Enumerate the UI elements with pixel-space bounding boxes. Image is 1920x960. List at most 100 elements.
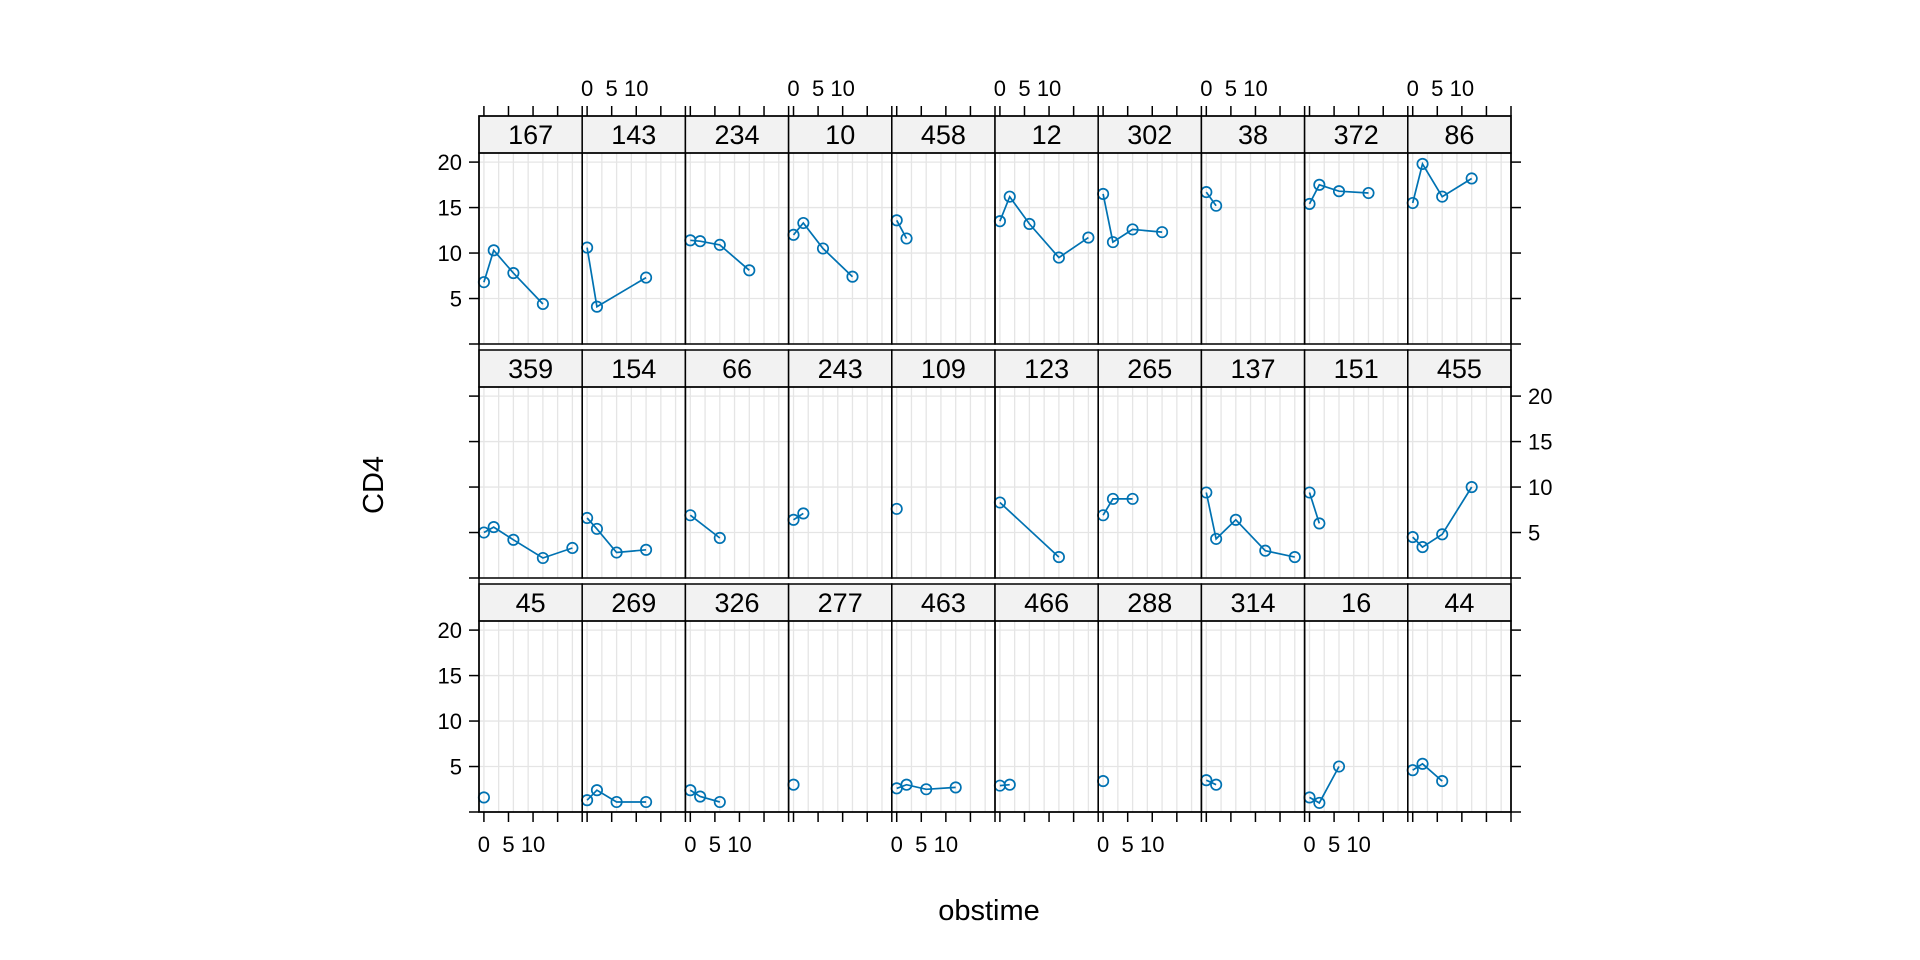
panel-strip-label: 12: [1032, 120, 1062, 150]
x-tick-label-bottom: 5: [1328, 832, 1340, 857]
data-point: [949, 781, 962, 794]
data-point: [590, 300, 603, 313]
data-point: [1210, 778, 1223, 791]
data-point: [487, 244, 500, 257]
data-point: [536, 551, 549, 565]
series-line: [895, 219, 908, 239]
data-point: [1052, 251, 1065, 264]
data-point: [694, 235, 707, 248]
series-line: [792, 221, 854, 278]
y-tick-label-left: 10: [438, 709, 462, 734]
panel-strip-label: 45: [516, 588, 546, 618]
panel-border: [994, 386, 1099, 579]
series-line: [999, 501, 1060, 558]
y-tick-label-left: 20: [438, 150, 462, 175]
panel-strip-label: 243: [818, 354, 863, 384]
x-tick-label-top: 0: [1200, 76, 1212, 101]
panel-strip-label: 288: [1127, 588, 1172, 618]
data-point: [590, 522, 603, 535]
panel-strip-label: 86: [1444, 120, 1474, 150]
panel-strip-label: 326: [714, 588, 759, 618]
y-tick-label-left: 10: [438, 241, 462, 266]
panel-strip-label: 154: [611, 354, 656, 384]
panel-border: [684, 620, 790, 813]
data-point: [1332, 185, 1346, 198]
panel-strip-label: 455: [1437, 354, 1482, 384]
data-point: [797, 216, 810, 230]
data-point: [610, 795, 623, 809]
data-point: [566, 541, 579, 555]
data-point: [1126, 492, 1139, 505]
panel-strip: [1200, 349, 1306, 388]
panel-border: [787, 620, 893, 813]
panel-border: [581, 386, 687, 579]
series-line: [586, 247, 647, 309]
x-tick-label-bottom: 0: [684, 832, 696, 857]
series-line: [1411, 161, 1473, 204]
series-line: [586, 789, 647, 803]
x-tick-label-top: 5: [812, 76, 824, 101]
data-point: [797, 507, 810, 520]
series-line: [1102, 193, 1163, 244]
series-line: [1308, 183, 1369, 205]
panel-border: [787, 152, 893, 345]
panel-border: [1200, 152, 1306, 345]
x-tick-label-bottom: 10: [1346, 832, 1370, 857]
data-point: [1465, 480, 1478, 494]
data-point: [536, 297, 549, 311]
data-point: [1313, 796, 1326, 809]
panel-border: [1407, 152, 1512, 345]
y-tick-label-left: 15: [438, 664, 462, 689]
data-point: [1210, 199, 1223, 212]
panel-strip: [1097, 583, 1203, 622]
x-tick-label-top: 0: [1407, 76, 1419, 101]
data-point: [1416, 757, 1429, 770]
data-layer: [477, 157, 1478, 809]
panel-border: [1097, 386, 1203, 579]
data-point: [640, 271, 653, 284]
data-point: [1259, 544, 1272, 557]
x-tick-label-bottom: 5: [915, 832, 927, 857]
series-line: [483, 526, 573, 559]
panel-strip-label: 44: [1444, 588, 1474, 618]
series-line: [1205, 492, 1295, 558]
panel-strip-label: 463: [921, 588, 966, 618]
y-tick-label-left: 20: [438, 618, 462, 643]
panel-strip: [1097, 115, 1203, 154]
data-point: [1126, 223, 1139, 236]
panel-strip-label: 269: [611, 588, 656, 618]
series-line: [689, 789, 721, 803]
data-point: [1416, 157, 1429, 170]
panel-border: [787, 386, 893, 579]
data-point: [694, 790, 707, 803]
data-point: [1416, 541, 1429, 554]
panel-strip-label: 277: [818, 588, 863, 618]
panel-border: [891, 152, 996, 345]
data-point: [1082, 231, 1095, 244]
axes-layer: 0 5 100 5 100 5 100 5 100 5 100 5 100 5 100 5 100 5 100 5 10…: [438, 76, 1553, 857]
panel-strip-label: 38: [1238, 120, 1268, 150]
x-tick-label-bottom: 10: [1140, 832, 1164, 857]
series-line: [1412, 762, 1443, 782]
y-tick-label-left: 15: [438, 196, 462, 221]
x-tick-label-top: 0: [787, 76, 799, 101]
x-tick-label-top: 5: [1431, 76, 1443, 101]
data-point: [900, 232, 913, 245]
x-tick-label-bottom: 5: [502, 832, 514, 857]
x-tick-label-top: 10: [1450, 76, 1474, 101]
data-point: [713, 795, 726, 809]
data-point: [507, 533, 520, 546]
panel-border: [891, 620, 996, 813]
panel-border: [1407, 620, 1512, 813]
x-tick-label-top: 10: [624, 76, 648, 101]
x-tick-label-bottom: 0: [1097, 832, 1109, 857]
series-line: [1205, 191, 1217, 207]
y-tick-label-left: 5: [450, 755, 462, 780]
panel-strip: [787, 349, 893, 388]
panel-strip: [994, 583, 1099, 622]
data-point: [1023, 217, 1036, 230]
x-tick-label-bottom: 0: [478, 832, 490, 857]
panel-strip-label: 302: [1127, 120, 1172, 150]
data-point: [1362, 186, 1375, 200]
panel-strip-label: 234: [714, 120, 759, 150]
